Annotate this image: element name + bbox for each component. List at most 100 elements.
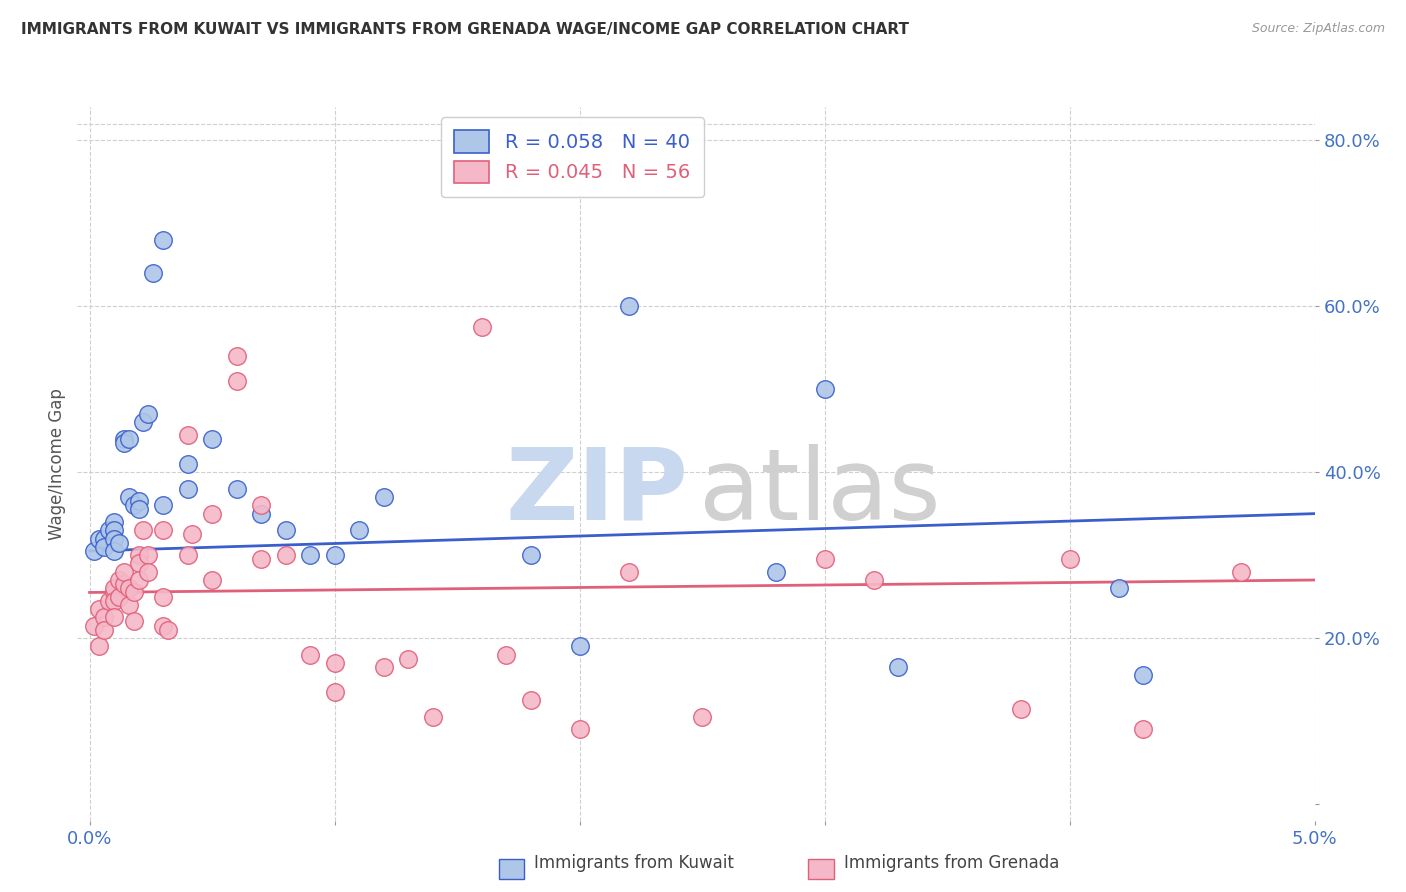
Point	[132, 415, 155, 429]
Point	[118, 582, 141, 596]
Point	[176, 427, 198, 442]
Point	[128, 573, 150, 587]
Text: Source: ZipAtlas.com: Source: ZipAtlas.com	[1251, 22, 1385, 36]
Point	[138, 548, 160, 562]
Point	[138, 565, 160, 579]
Point	[201, 432, 224, 446]
Point	[103, 593, 125, 607]
Point	[128, 557, 150, 571]
Point	[181, 527, 204, 541]
Text: Immigrants from Grenada: Immigrants from Grenada	[844, 855, 1059, 872]
Point	[176, 482, 198, 496]
Point	[112, 565, 135, 579]
Point	[813, 382, 835, 396]
Point	[250, 499, 273, 513]
Point	[617, 299, 640, 313]
Point	[519, 693, 541, 707]
Point	[176, 548, 198, 562]
Point	[152, 590, 174, 604]
Point	[103, 532, 125, 546]
Point	[1108, 582, 1130, 596]
Point	[89, 532, 111, 546]
Point	[132, 523, 155, 537]
Point	[128, 494, 150, 508]
Text: IMMIGRANTS FROM KUWAIT VS IMMIGRANTS FROM GRENADA WAGE/INCOME GAP CORRELATION CH: IMMIGRANTS FROM KUWAIT VS IMMIGRANTS FRO…	[21, 22, 910, 37]
Point	[299, 648, 322, 662]
Point	[1132, 723, 1154, 737]
Point	[274, 548, 297, 562]
Point	[568, 640, 591, 654]
Point	[152, 523, 174, 537]
Point	[373, 660, 395, 674]
Point	[1059, 552, 1081, 566]
Point	[112, 436, 135, 450]
Point	[813, 552, 835, 566]
Text: Immigrants from Kuwait: Immigrants from Kuwait	[534, 855, 734, 872]
Point	[323, 656, 346, 670]
Text: atlas: atlas	[699, 444, 941, 541]
Point	[112, 432, 135, 446]
Point	[108, 535, 131, 549]
Point	[122, 615, 145, 629]
Point	[299, 548, 322, 562]
Point	[225, 349, 247, 363]
Point	[93, 532, 115, 546]
Point	[396, 652, 419, 666]
Point	[122, 585, 145, 599]
Point	[225, 374, 247, 388]
Point	[152, 618, 174, 632]
Point	[156, 623, 179, 637]
Point	[201, 507, 224, 521]
Point	[112, 577, 135, 591]
Point	[103, 582, 125, 596]
Point	[108, 573, 131, 587]
Point	[568, 723, 591, 737]
Point	[250, 507, 273, 521]
Point	[887, 660, 910, 674]
Point	[274, 523, 297, 537]
Point	[98, 593, 121, 607]
Point	[118, 432, 141, 446]
Y-axis label: Wage/Income Gap: Wage/Income Gap	[48, 388, 66, 540]
Point	[118, 598, 141, 612]
Point	[250, 552, 273, 566]
Point	[347, 523, 370, 537]
Point	[765, 565, 787, 579]
Point	[83, 544, 105, 558]
Legend: R = 0.058   N = 40, R = 0.045   N = 56: R = 0.058 N = 40, R = 0.045 N = 56	[440, 117, 704, 196]
Point	[89, 640, 111, 654]
Point	[519, 548, 541, 562]
Point	[103, 515, 125, 529]
Point	[201, 573, 224, 587]
Point	[93, 623, 115, 637]
Point	[89, 602, 111, 616]
Point	[103, 610, 125, 624]
Point	[323, 548, 346, 562]
Point	[495, 648, 517, 662]
Point	[225, 482, 247, 496]
Text: ZIP: ZIP	[506, 444, 689, 541]
Point	[108, 590, 131, 604]
Point	[1230, 565, 1253, 579]
Point	[138, 407, 160, 421]
Point	[152, 499, 174, 513]
Point	[93, 540, 115, 554]
Point	[1010, 701, 1032, 715]
Point	[323, 685, 346, 699]
Point	[422, 710, 444, 724]
Point	[690, 710, 713, 724]
Point	[93, 610, 115, 624]
Point	[471, 320, 494, 334]
Point	[128, 502, 150, 516]
Point	[373, 490, 395, 504]
Point	[103, 585, 125, 599]
Point	[98, 523, 121, 537]
Point	[176, 457, 198, 471]
Point	[103, 544, 125, 558]
Point	[1132, 668, 1154, 682]
Point	[152, 233, 174, 247]
Point	[83, 618, 105, 632]
Point	[103, 523, 125, 537]
Point	[122, 499, 145, 513]
Point	[128, 548, 150, 562]
